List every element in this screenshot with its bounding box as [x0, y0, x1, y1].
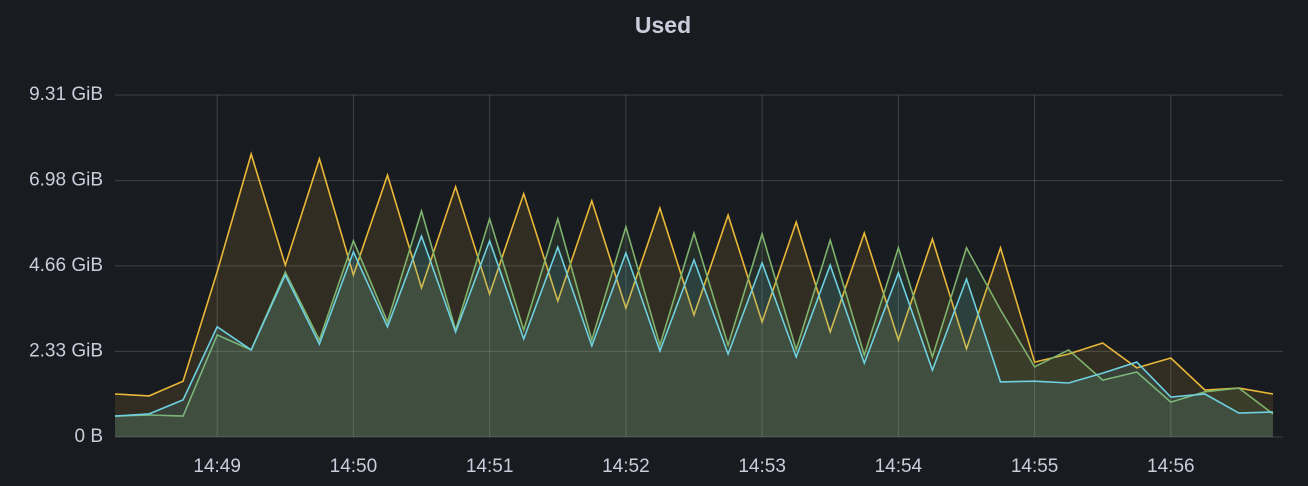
y-tick-label: 2.33 GiB [29, 340, 103, 361]
series-line [114, 208, 1274, 417]
series-line [114, 151, 1274, 397]
chart-title: Used [635, 12, 691, 38]
x-tick-label: 14:51 [466, 456, 514, 477]
x-tick-label: 14:52 [602, 456, 650, 477]
x-tick-label: 14:53 [738, 456, 786, 477]
x-tick-label: 14:56 [1147, 456, 1195, 477]
x-tick-label: 14:55 [1011, 456, 1059, 477]
area-fill [115, 236, 1273, 437]
y-tick-label: 9.31 GiB [29, 84, 103, 105]
x-tick-label: 14:50 [330, 456, 378, 477]
y-tick-label: 0 B [74, 426, 103, 447]
x-tick-label: 14:54 [875, 456, 923, 477]
y-tick-label: 4.66 GiB [29, 255, 103, 276]
y-tick-label: 6.98 GiB [29, 170, 103, 191]
x-tick-label: 14:49 [193, 456, 241, 477]
area-fill [115, 154, 1273, 437]
series-line [114, 233, 1274, 417]
